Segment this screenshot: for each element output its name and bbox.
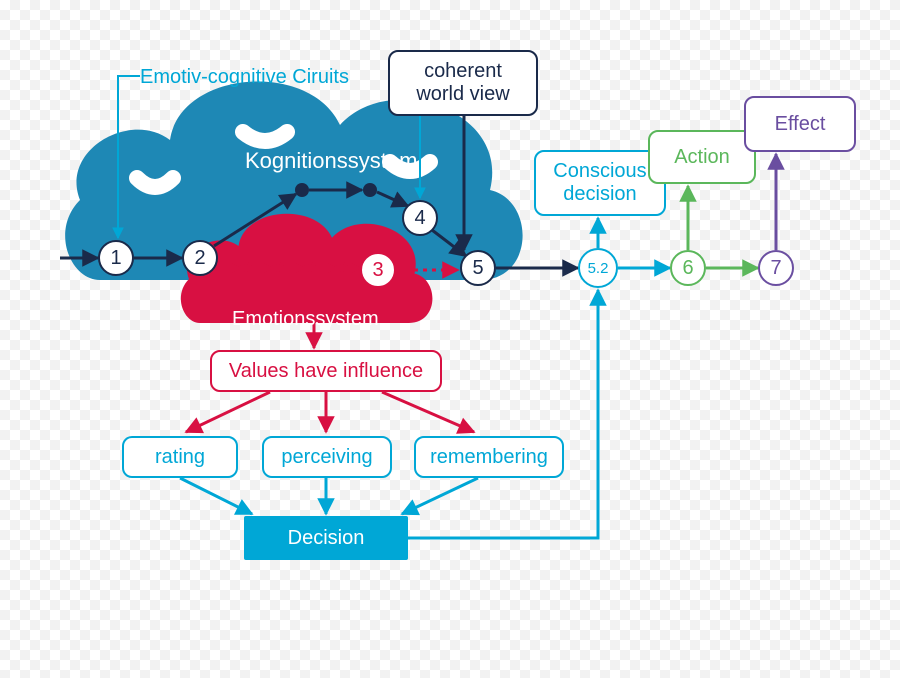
box-conscious: Conscious decision [534, 150, 666, 216]
box-coherent: coherent world view [388, 50, 538, 116]
box-values: Values have influence [210, 350, 442, 392]
node-label: 4 [414, 207, 425, 230]
node-label: 2 [194, 247, 205, 270]
node-5.2: 5.2 [578, 248, 618, 288]
box-label: Values have influence [229, 360, 423, 383]
box-label: remembering [430, 446, 548, 469]
node-3: 3 [360, 252, 396, 288]
node-label: 1 [110, 247, 121, 270]
box-perceiving: perceiving [262, 436, 392, 478]
box-label: coherent world view [416, 60, 509, 106]
node-label: 7 [770, 257, 781, 280]
node-label: 3 [372, 259, 383, 282]
edge-values-remember [382, 392, 474, 432]
node-4: 4 [402, 200, 438, 236]
node-1: 1 [98, 240, 134, 276]
edge-values-rating [186, 392, 270, 432]
node-2: 2 [182, 240, 218, 276]
edge-remember-decision [402, 478, 478, 514]
label-emotion-system: Emotionssystem [232, 308, 379, 331]
node-6: 6 [670, 250, 706, 286]
node-label: 5 [472, 257, 483, 280]
box-label: perceiving [281, 446, 372, 469]
node-5: 5 [460, 250, 496, 286]
box-label: Action [674, 146, 730, 169]
box-rating: rating [122, 436, 238, 478]
node-label: 5.2 [588, 260, 609, 277]
box-action: Action [648, 130, 756, 184]
node-label: 6 [682, 257, 693, 280]
box-label: Effect [775, 113, 826, 136]
box-label: Conscious decision [553, 160, 646, 206]
box-effect: Effect [744, 96, 856, 152]
edge-rating-decision [180, 478, 252, 514]
node-7: 7 [758, 250, 794, 286]
box-label: rating [155, 446, 205, 469]
cognition-dot-0 [295, 183, 309, 197]
box-label: Decision [288, 527, 365, 550]
label-cognition-system: Kognitionssystem [245, 148, 417, 174]
label-header: Emotiv-cognitive Ciruits [140, 66, 349, 89]
cognition-dot-1 [363, 183, 377, 197]
box-decision: Decision [244, 516, 408, 560]
box-remember: remembering [414, 436, 564, 478]
edge-decision-5.2 [408, 290, 598, 538]
